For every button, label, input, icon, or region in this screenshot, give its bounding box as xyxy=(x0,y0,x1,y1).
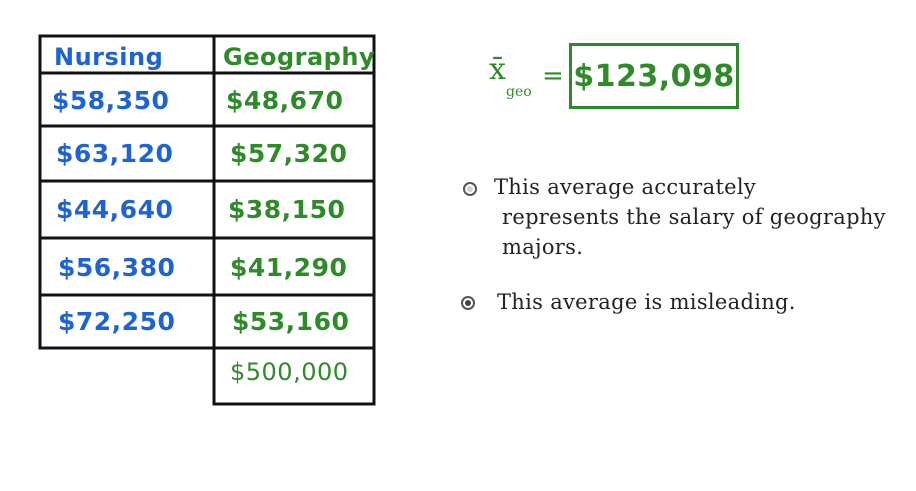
geography-value: $53,160 xyxy=(232,307,350,336)
geography-value: $48,670 xyxy=(226,86,344,115)
option-1-radio[interactable] xyxy=(463,182,477,196)
option-2-label: This average is misleading. xyxy=(497,287,796,317)
nursing-value: $58,350 xyxy=(52,86,170,115)
geography-value: $38,150 xyxy=(228,195,346,224)
geography-value: $57,320 xyxy=(230,139,348,168)
mean-symbol: x̄ xyxy=(489,52,506,87)
nursing-header: Nursing xyxy=(54,43,164,71)
mean-subscript: geo xyxy=(506,84,532,100)
option-2-line-1: This average is misleading. xyxy=(497,290,796,314)
geography-header: Geography xyxy=(223,43,376,71)
geography-outlier-value: $500,000 xyxy=(230,358,349,386)
option-1-line-1: This average accurately xyxy=(494,175,757,199)
option-1-line-2: represents the salary of geography xyxy=(502,205,886,229)
nursing-value: $44,640 xyxy=(56,195,174,224)
radio-dot-icon xyxy=(467,186,473,192)
nursing-value: $56,380 xyxy=(58,253,176,282)
option-1-line-3: majors. xyxy=(502,235,584,259)
nursing-value: $63,120 xyxy=(56,139,174,168)
option-2-radio[interactable] xyxy=(461,296,475,310)
equals-sign: = xyxy=(542,61,564,91)
mean-value-box: $123,098 xyxy=(569,43,739,109)
geography-value: $41,290 xyxy=(230,253,348,282)
option-1-label: This average accurately represents the s… xyxy=(494,172,886,262)
radio-dot-icon xyxy=(465,300,471,306)
nursing-value: $72,250 xyxy=(58,307,176,336)
mean-value: $123,098 xyxy=(573,58,735,94)
